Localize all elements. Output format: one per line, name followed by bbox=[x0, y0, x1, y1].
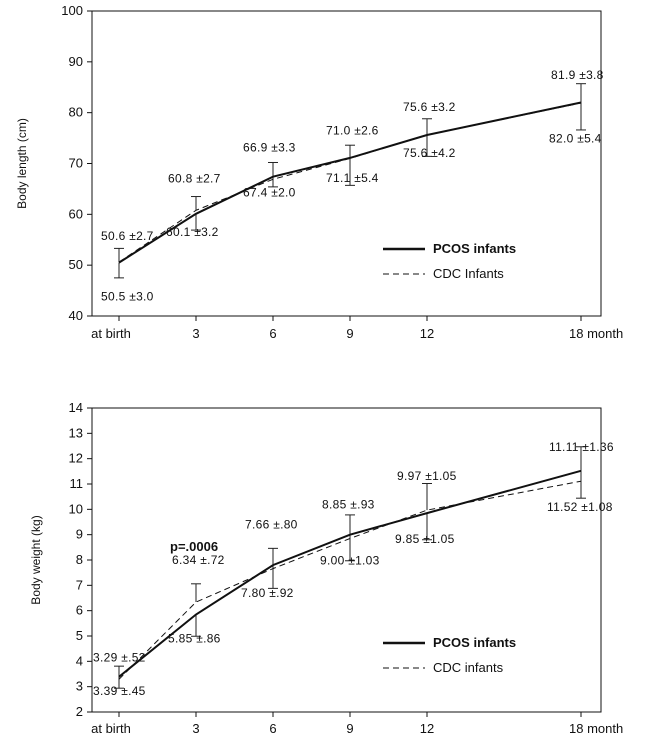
data-label: 71.0 ±2.6 bbox=[326, 123, 379, 137]
y-tick-label: 9 bbox=[76, 527, 83, 542]
series-line-cdc bbox=[118, 102, 582, 263]
data-label: 50.6 ±2.7 bbox=[101, 229, 154, 243]
data-label: 60.1 ±3.2 bbox=[166, 225, 219, 239]
data-label: 60.8 ±2.7 bbox=[168, 171, 221, 185]
x-tick-label: 12 bbox=[420, 721, 434, 736]
plot-frame bbox=[91, 10, 602, 317]
x-tick-label: 12 bbox=[420, 326, 434, 341]
legend-label-pcos: PCOS infants bbox=[433, 241, 516, 256]
y-tick-label: 2 bbox=[76, 704, 83, 719]
data-label: 3.29 ±.52 bbox=[93, 650, 146, 664]
y-tick-label: 3 bbox=[76, 679, 83, 694]
data-label: 11.11 ±1.36 bbox=[549, 440, 614, 454]
y-tick-label: 13 bbox=[69, 425, 83, 440]
data-label: 75.6 ±4.2 bbox=[403, 146, 456, 160]
x-tick-label: at birth bbox=[91, 721, 131, 736]
y-tick-label: 40 bbox=[69, 308, 83, 323]
x-tick-label: 3 bbox=[192, 326, 199, 341]
series-line-pcos bbox=[118, 469, 582, 678]
data-label: 6.34 ±.72 bbox=[172, 553, 225, 567]
x-tick-label: 18 month bbox=[569, 326, 623, 341]
data-label: 66.9 ±3.3 bbox=[243, 140, 296, 154]
data-label: 81.9 ±3.8 bbox=[551, 68, 604, 82]
data-label: 67.4 ±2.0 bbox=[243, 186, 296, 200]
y-tick-label: 8 bbox=[76, 552, 83, 567]
data-label: 7.66 ±.80 bbox=[245, 518, 298, 532]
y-tick-label: 80 bbox=[69, 105, 83, 120]
y-tick-label: 10 bbox=[69, 501, 83, 516]
x-tick-label: at birth bbox=[91, 326, 131, 341]
data-label: 9.97 ±1.05 bbox=[397, 469, 457, 483]
y-tick-label: 100 bbox=[61, 3, 83, 18]
y-tick-label: 90 bbox=[69, 54, 83, 69]
x-tick-label: 6 bbox=[269, 326, 276, 341]
legend-label-pcos: PCOS infants bbox=[433, 635, 516, 650]
y-tick-label: 7 bbox=[76, 577, 83, 592]
x-tick-label: 18 month bbox=[569, 721, 623, 736]
x-tick-label: 9 bbox=[346, 326, 353, 341]
y-tick-label: 5 bbox=[76, 628, 83, 643]
y-axis-label: Body length (cm) bbox=[15, 118, 29, 209]
y-axis-label: Body weight (kg) bbox=[29, 515, 43, 604]
data-label: 3.39 ±.45 bbox=[93, 684, 146, 698]
data-label: 7.80 ±.92 bbox=[241, 586, 294, 600]
data-label: 75.6 ±3.2 bbox=[403, 100, 456, 114]
data-label: 9.85 ±1.05 bbox=[395, 532, 455, 546]
y-tick-label: 70 bbox=[69, 156, 83, 171]
legend-label-cdc: CDC infants bbox=[433, 660, 504, 675]
y-tick-label: 6 bbox=[76, 603, 83, 618]
series-line-cdc bbox=[118, 480, 582, 680]
y-tick-label: 11 bbox=[70, 476, 84, 491]
data-label: 9.00 ±1.03 bbox=[320, 554, 380, 568]
x-tick-label: 3 bbox=[192, 721, 199, 736]
x-tick-label: 9 bbox=[346, 721, 353, 736]
y-tick-label: 12 bbox=[69, 451, 83, 466]
p-value-annotation: p=.0006 bbox=[170, 539, 218, 554]
data-label: 71.1 ±5.4 bbox=[326, 171, 379, 185]
data-label: 5.85 ±.86 bbox=[168, 631, 221, 645]
data-label: 82.0 ±5.4 bbox=[549, 132, 602, 146]
y-tick-label: 60 bbox=[69, 206, 83, 221]
y-tick-label: 14 bbox=[69, 400, 83, 415]
data-label: 50.5 ±3.0 bbox=[101, 290, 154, 304]
y-tick-label: 4 bbox=[76, 653, 83, 668]
x-tick-label: 6 bbox=[269, 721, 276, 736]
legend-label-cdc: CDC Infants bbox=[433, 266, 504, 281]
y-tick-label: 50 bbox=[69, 257, 83, 272]
data-label: 11.52 ±1.08 bbox=[547, 500, 613, 514]
data-label: 8.85 ±.93 bbox=[322, 497, 375, 511]
